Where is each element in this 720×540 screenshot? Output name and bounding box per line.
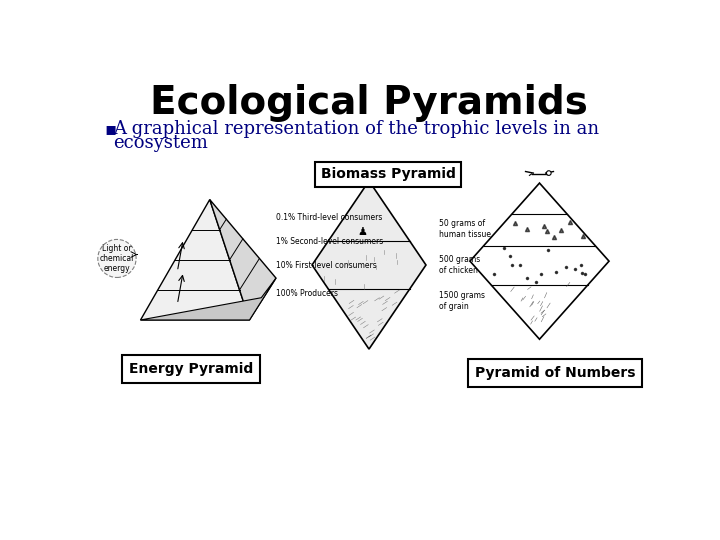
Text: Pyramid of Numbers: Pyramid of Numbers xyxy=(474,366,635,380)
Text: A graphical representation of the trophic levels in an: A graphical representation of the trophi… xyxy=(113,120,599,138)
Text: ▪: ▪ xyxy=(104,120,116,138)
Text: ♟: ♟ xyxy=(358,227,368,237)
Text: 50 grams of
human tissue: 50 grams of human tissue xyxy=(438,219,491,239)
Text: Light or
chemical
energy: Light or chemical energy xyxy=(100,244,134,273)
Text: Energy Pyramid: Energy Pyramid xyxy=(129,362,253,376)
Text: 1% Second-level consumers: 1% Second-level consumers xyxy=(276,237,383,246)
Text: ecosystem: ecosystem xyxy=(113,134,208,152)
Text: 100% Producers: 100% Producers xyxy=(276,289,338,298)
Text: 10% First-level consumers: 10% First-level consumers xyxy=(276,261,377,271)
Circle shape xyxy=(98,239,136,278)
Text: 1500 grams
of grain: 1500 grams of grain xyxy=(438,291,485,310)
Polygon shape xyxy=(140,278,276,320)
Polygon shape xyxy=(210,200,276,320)
Polygon shape xyxy=(140,200,250,320)
Circle shape xyxy=(546,171,551,176)
Polygon shape xyxy=(470,183,609,339)
Text: Biomass Pyramid: Biomass Pyramid xyxy=(321,167,456,181)
Polygon shape xyxy=(312,181,426,349)
Text: 500 grams
of chicken: 500 grams of chicken xyxy=(438,255,480,275)
Text: 0.1% Third-level consumers: 0.1% Third-level consumers xyxy=(276,213,382,222)
Text: Ecological Pyramids: Ecological Pyramids xyxy=(150,84,588,122)
